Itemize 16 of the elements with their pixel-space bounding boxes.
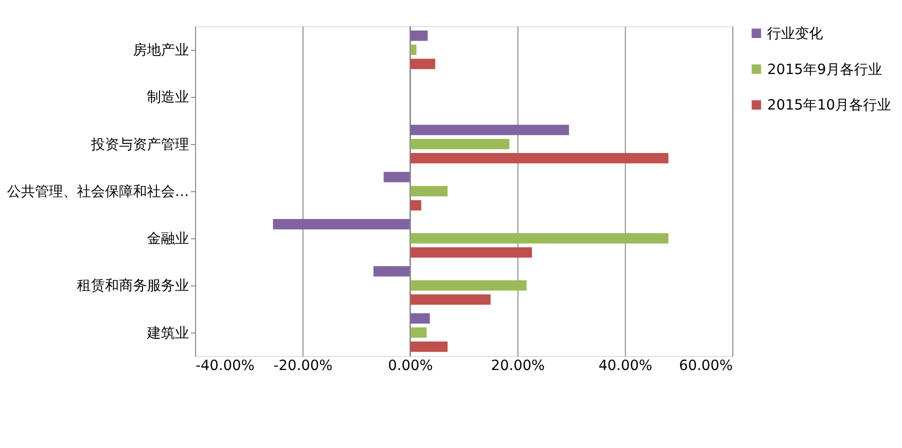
y-tick-label: 租赁和商务服务业 xyxy=(76,278,189,294)
x-tick-label: 40.00% xyxy=(598,358,652,374)
x-tick-label: 0.00% xyxy=(388,358,433,374)
y-tick-label: 房地产业 xyxy=(132,42,189,59)
y-tick-label: 投资与资产管理 xyxy=(90,136,189,153)
x-tick-label: -20.00% xyxy=(274,358,333,374)
legend-label: 2015年9月各行业 xyxy=(767,62,882,78)
y-tick-label: 金融业 xyxy=(146,231,189,248)
legend-label: 行业变化 xyxy=(767,26,824,42)
x-tick-label: 20.00% xyxy=(490,358,545,374)
y-tick-label: 公共管理、社会保障和社会… xyxy=(6,184,189,200)
legend-label: 2015年10月各行业 xyxy=(767,98,892,114)
x-tick-label: -40.00% xyxy=(196,358,255,374)
x-tick-label: 60.00% xyxy=(678,358,733,374)
y-tick-label: 制造业 xyxy=(146,90,189,106)
y-tick-label: 建筑业 xyxy=(146,325,189,342)
